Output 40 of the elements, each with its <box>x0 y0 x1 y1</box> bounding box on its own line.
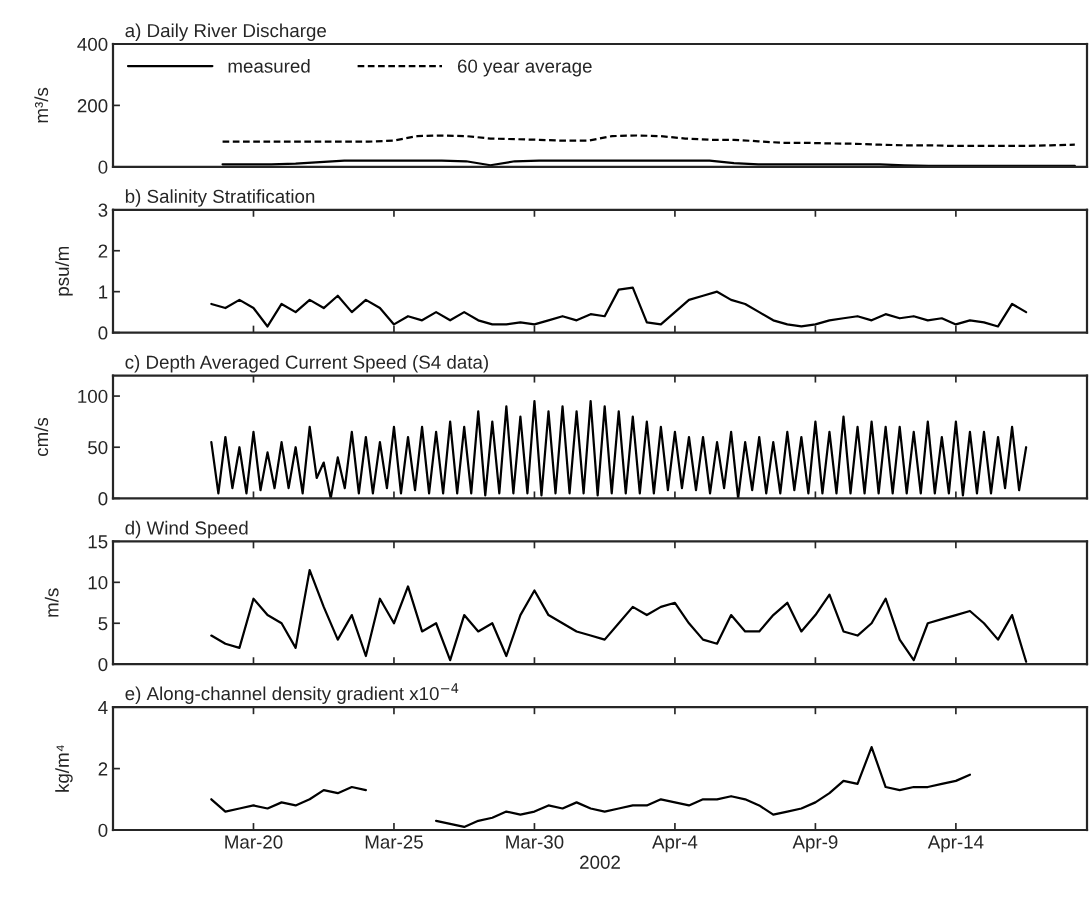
y-axis-title: cm/s <box>34 417 49 456</box>
y-axis-title: m³/s <box>34 87 49 123</box>
y-tick-label: 100 <box>78 389 108 404</box>
y-tick-label: 0 <box>98 823 108 837</box>
y-tick-label: 400 <box>77 37 108 51</box>
y-tick-label: 0 <box>98 160 108 174</box>
y-tick-label: 0 <box>98 657 108 672</box>
y-tick-label: 50 <box>88 440 108 455</box>
x-tick-label: Apr-14 <box>927 835 984 853</box>
y-axis-title: psu/m <box>55 246 73 296</box>
y-axis-title: m/s <box>44 588 59 617</box>
x-axis-title: 2002 <box>580 855 620 869</box>
y-tick-label: 0 <box>98 492 108 506</box>
chart-title: e) Along-channel density gradient x10$^{−4}$ <box>125 683 459 704</box>
y-tick-label: 5 <box>98 617 108 631</box>
legend-label: 60 year average <box>457 59 592 77</box>
line-series <box>221 134 1076 148</box>
y-axis-title: kg/m⁴ <box>55 745 73 792</box>
y-tick-label: 15 <box>88 535 108 549</box>
line-series <box>210 286 1028 328</box>
y-tick-label: 0 <box>98 326 108 340</box>
x-tick-label: Apr-4 <box>652 835 698 853</box>
x-tick-label: Mar-20 <box>225 835 283 849</box>
x-tick-label: Mar-30 <box>506 835 564 849</box>
chart-title: d) Wind Speed <box>125 520 248 539</box>
y-tick-label: 2 <box>98 244 108 258</box>
y-tick-label: 1 <box>99 285 108 299</box>
chart-title: a) Daily River Discharge <box>125 23 326 41</box>
x-tick-label: Mar-25 <box>365 835 423 849</box>
x-tick-label: Apr-9 <box>792 835 838 853</box>
line-series <box>210 400 1028 499</box>
line-series <box>210 568 1028 663</box>
chart-title: b) Salinity Stratification <box>125 189 315 207</box>
legend-label: measured <box>228 59 310 73</box>
y-tick-label: 2 <box>98 762 108 776</box>
y-tick-label: 10 <box>88 576 108 590</box>
chart-title: c) Depth Averaged Current Speed (S4 data) <box>125 355 488 373</box>
y-tick-label: 4 <box>98 701 108 714</box>
y-tick-label: 200 <box>77 99 108 113</box>
y-tick-label: 3 <box>98 203 108 217</box>
